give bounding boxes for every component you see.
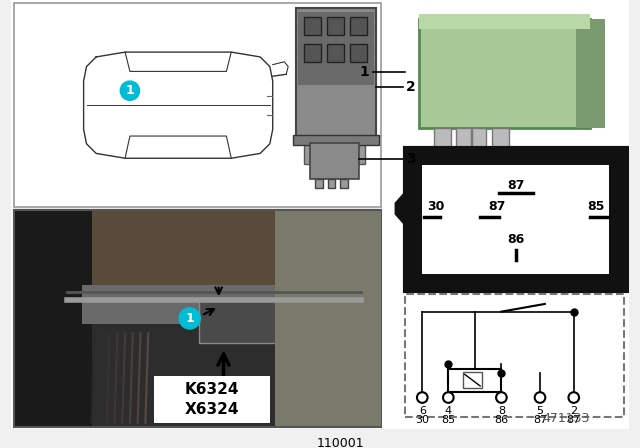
- Bar: [14, 3, 381, 207]
- Bar: [298, 12, 374, 85]
- Text: 1: 1: [186, 312, 194, 325]
- Bar: [327, 17, 344, 35]
- Bar: [419, 19, 590, 128]
- Bar: [463, 372, 482, 388]
- Bar: [492, 128, 509, 148]
- Text: 6: 6: [419, 406, 426, 416]
- Text: 87: 87: [488, 200, 506, 213]
- Text: 87: 87: [507, 180, 525, 193]
- Circle shape: [496, 392, 507, 403]
- Bar: [321, 140, 331, 164]
- Bar: [576, 19, 605, 128]
- Text: X6324: X6324: [185, 402, 239, 417]
- Bar: [472, 128, 486, 148]
- Bar: [303, 44, 321, 62]
- Bar: [405, 148, 627, 291]
- Bar: [383, 0, 628, 429]
- Bar: [340, 178, 348, 188]
- Bar: [200, 299, 296, 343]
- Text: 87: 87: [566, 415, 581, 425]
- Bar: [456, 128, 472, 148]
- Text: 30: 30: [415, 415, 429, 425]
- Text: 86: 86: [494, 415, 508, 425]
- Bar: [434, 128, 451, 148]
- Circle shape: [120, 81, 140, 100]
- Text: K6324: K6324: [185, 382, 239, 397]
- Text: 2: 2: [570, 406, 577, 416]
- Bar: [15, 211, 380, 309]
- Text: 30: 30: [427, 200, 444, 213]
- Bar: [315, 178, 323, 188]
- Bar: [14, 211, 381, 427]
- Bar: [328, 178, 335, 188]
- Bar: [303, 140, 313, 164]
- Bar: [303, 17, 321, 35]
- Text: 86: 86: [508, 233, 525, 246]
- Bar: [339, 140, 348, 164]
- Bar: [296, 8, 376, 140]
- Text: 8: 8: [498, 406, 505, 416]
- Bar: [310, 143, 358, 178]
- Bar: [12, 0, 383, 429]
- Bar: [405, 294, 624, 417]
- Text: 3: 3: [406, 152, 415, 166]
- Bar: [293, 135, 379, 145]
- Bar: [419, 14, 590, 29]
- Text: 4: 4: [445, 406, 452, 416]
- Bar: [356, 140, 365, 164]
- Text: 1: 1: [125, 84, 134, 97]
- Bar: [154, 376, 270, 422]
- Polygon shape: [627, 192, 636, 225]
- Circle shape: [417, 392, 428, 403]
- Polygon shape: [396, 192, 405, 225]
- Circle shape: [534, 392, 545, 403]
- Bar: [350, 17, 367, 35]
- Bar: [305, 433, 375, 448]
- Text: 85: 85: [441, 415, 456, 425]
- Text: 5: 5: [536, 406, 543, 416]
- Bar: [15, 211, 92, 426]
- Circle shape: [179, 308, 200, 329]
- Bar: [327, 44, 344, 62]
- Circle shape: [443, 392, 454, 403]
- Circle shape: [568, 392, 579, 403]
- Text: 85: 85: [588, 200, 605, 213]
- Bar: [449, 369, 501, 392]
- Text: 110001: 110001: [316, 437, 364, 448]
- Text: 87: 87: [533, 415, 547, 425]
- Bar: [82, 285, 275, 324]
- Text: 2: 2: [406, 80, 415, 94]
- Text: 471133: 471133: [542, 412, 589, 425]
- Bar: [350, 44, 367, 62]
- Bar: [422, 165, 609, 274]
- Text: 1: 1: [360, 65, 369, 79]
- Bar: [275, 211, 381, 426]
